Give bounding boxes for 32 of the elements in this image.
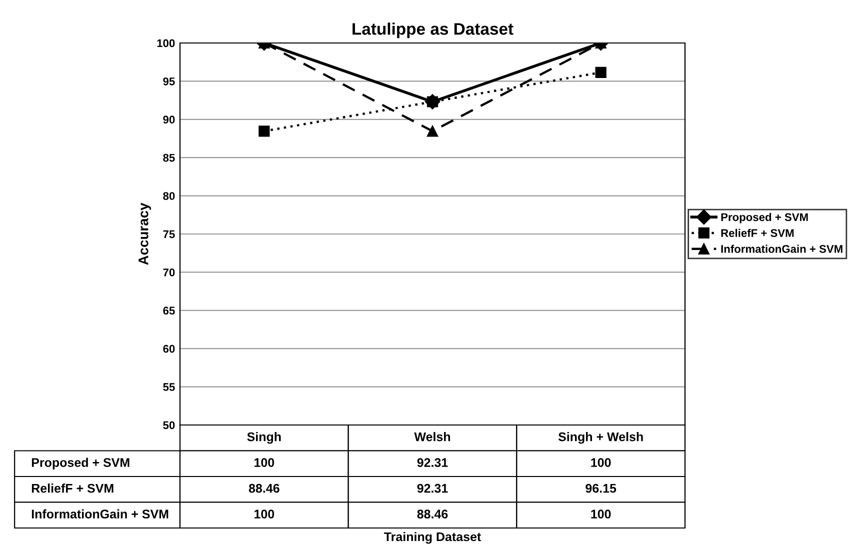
x-tick-label: Singh + Welsh: [558, 432, 643, 444]
y-tick-label: 65: [163, 306, 175, 315]
data-label: 100: [254, 510, 274, 518]
y-tick-label: 70: [163, 268, 175, 276]
data-label: 100: [591, 458, 611, 467]
text: ReliefF + SVM: [32, 484, 114, 493]
text: Training Dataset: [384, 532, 481, 544]
y-tick-label: 75: [163, 230, 175, 238]
chart-title: Latulippe as Dataset: [352, 22, 514, 38]
x-tick-label: Singh: [247, 432, 281, 444]
y-tick-label: 95: [163, 77, 175, 86]
y-tick-label: 80: [163, 192, 175, 200]
y-tick-label: 60: [163, 344, 175, 353]
data-label: 96.15: [586, 484, 616, 493]
legend-label: Proposed + SVM: [721, 212, 808, 224]
y-tick-label: 100: [157, 39, 175, 48]
y-tick-label: 85: [163, 154, 175, 162]
text: InformationGain + SVM: [32, 509, 168, 518]
y-tick-label: 90: [163, 116, 175, 124]
data-label: 100: [254, 458, 274, 467]
data-label: 92.31: [417, 484, 448, 493]
data-label: 88.46: [248, 484, 280, 493]
y-tick-label: 50: [163, 421, 175, 430]
data-label: 100: [591, 510, 611, 518]
y-tick-label: 55: [163, 383, 175, 391]
y-axis-title: Accuracy: [138, 202, 152, 265]
data-label: 92.31: [417, 458, 448, 467]
text: Proposed + SVM: [32, 458, 130, 470]
legend-label: InformationGain + SVM: [721, 244, 842, 253]
legend-label: ReliefF + SVM: [721, 228, 794, 237]
x-tick-label: Welsh: [414, 432, 450, 442]
data-label: 88.46: [417, 510, 448, 518]
